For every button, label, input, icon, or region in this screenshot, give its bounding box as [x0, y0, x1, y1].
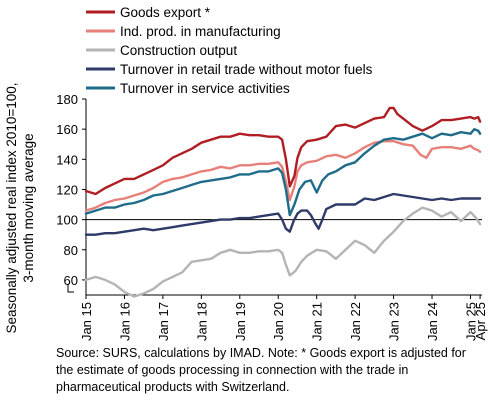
y-tick-label: 80: [64, 243, 78, 258]
series-line-3: [84, 206, 482, 298]
x-tick-label: Jan 20: [271, 302, 286, 341]
x-tick-label: Jan 22: [348, 302, 363, 341]
series-line-2: [84, 139, 482, 212]
y-tick-label: 60: [64, 273, 78, 288]
series-line-4: [84, 192, 482, 236]
y-axis: 60 80 100 120 140 160 180: [56, 92, 87, 295]
x-tick-label: Jan 24: [425, 302, 440, 341]
series-line-1: [84, 106, 482, 196]
x-tick-label: Jan 25: [463, 302, 478, 341]
legend-label-1: Goods export *: [120, 5, 211, 20]
y-tick-label: 120: [56, 182, 78, 197]
x-tick-label: Jan 21: [310, 302, 325, 341]
legend-label-5: Turnover in service activities: [120, 81, 290, 96]
x-tick-label: Jan 19: [233, 302, 248, 341]
x-tick-label: Apr 25: [473, 302, 488, 340]
y-tick-label: 160: [56, 122, 78, 137]
x-tick-label: Jan 15: [79, 302, 94, 341]
legend-label-3: Construction output: [120, 43, 237, 58]
y-axis-label-line-1: Seasonally adjusted real index 2010=100,: [4, 82, 19, 333]
x-tick-label: Jan 17: [156, 302, 171, 341]
y-axis-label-line-2: 3-month moving average: [21, 133, 36, 282]
y-axis-break-mark: [67, 284, 74, 293]
y-axis-label: Seasonally adjusted real index 2010=100,…: [4, 82, 36, 333]
y-tick-label: 140: [56, 152, 78, 167]
plot-area: [84, 106, 482, 298]
source-note: Source: SURS, calculations by IMAD. Note…: [56, 346, 466, 394]
legend: Goods export * Ind. prod. in manufacturin…: [86, 5, 373, 96]
legend-label-2: Ind. prod. in manufacturing: [120, 24, 281, 39]
y-tick-label: 180: [56, 92, 78, 107]
y-tick-label: 100: [56, 213, 78, 228]
x-axis: Jan 15 Jan 16 Jan 17 Jan 18 Jan 19 Jan 20 Jan …: [79, 294, 488, 341]
series-line-5: [84, 127, 482, 217]
legend-label-4: Turnover in retail trade without motor f…: [120, 62, 373, 77]
x-tick-label: Jan 23: [387, 302, 402, 341]
x-tick-label: Jan 18: [194, 302, 209, 341]
x-tick-label: Jan 16: [117, 302, 132, 341]
chart: Goods export * Ind. prod. in manufacturin…: [4, 5, 488, 341]
